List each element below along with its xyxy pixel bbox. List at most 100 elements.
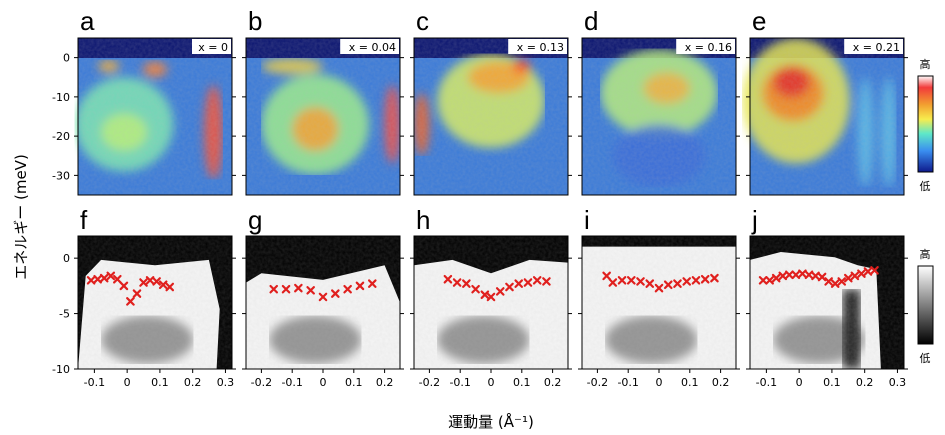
x-tick: 0.2 (712, 376, 730, 389)
marker-series-j (758, 266, 879, 288)
data-point (785, 270, 794, 280)
panel-c: c x = 0.13 (410, 6, 572, 196)
colorbar-bottom-low: 低 (920, 352, 931, 365)
y-tick-top: -20 (52, 130, 70, 143)
panel-e: e x = 0.21 (742, 6, 908, 196)
panel-a: a x = 0 0 -10 -20 -30 (52, 6, 236, 196)
data-point (306, 286, 315, 295)
data-point (863, 267, 873, 276)
data-point (119, 281, 129, 291)
data-point (654, 283, 664, 293)
data-point (126, 297, 135, 306)
panel-letter-e: e (752, 6, 766, 36)
data-point (452, 278, 462, 287)
data-point (532, 276, 542, 285)
panel-letter-d: d (584, 6, 598, 36)
y-axis-label: エネルギー (meV) (12, 154, 30, 280)
data-point (811, 271, 820, 281)
doping-label-c: x = 0.13 (517, 41, 564, 54)
marker-series-h (443, 274, 551, 302)
x-tick: -0.1 (449, 376, 470, 389)
panel-g: g -0.2 -0.1 0 0.1 0.2 (242, 205, 404, 389)
data-point (542, 277, 551, 286)
data-point (367, 279, 377, 288)
marker-series-f (86, 271, 175, 306)
colorbar-bottom: 高 低 (917, 247, 934, 365)
data-point (758, 276, 768, 285)
doping-label-b: x = 0.04 (349, 41, 396, 54)
data-point (804, 270, 814, 280)
data-point (830, 279, 840, 288)
x-tick: 0.1 (823, 376, 841, 389)
panel-letter-f: f (80, 205, 88, 235)
data-point (355, 281, 365, 291)
data-point (495, 287, 505, 296)
x-tick: 0.3 (889, 376, 907, 389)
data-point (870, 266, 879, 275)
colorbar-top: 高 低 (917, 57, 934, 193)
panel-letter-j: j (751, 205, 758, 235)
data-point (798, 269, 807, 278)
data-point (486, 292, 496, 302)
panel-j: j -0.1 0 0.1 0.2 0.3 (746, 205, 908, 389)
panel-letter-a: a (80, 6, 95, 36)
panel-letter-h: h (416, 205, 430, 235)
data-point (152, 277, 161, 286)
data-point (106, 271, 116, 281)
data-point (663, 280, 673, 290)
data-point (771, 273, 781, 283)
panel-letter-g: g (248, 205, 262, 235)
doping-label-e: x = 0.21 (853, 41, 900, 54)
data-point (443, 274, 453, 284)
y-tick-top: -30 (52, 169, 70, 182)
data-point (471, 284, 480, 294)
y-tick-bottom: 0 (63, 252, 70, 265)
data-point (857, 269, 866, 278)
data-point (673, 279, 682, 288)
x-tick: 0 (124, 376, 131, 389)
data-point (132, 289, 142, 298)
data-point (691, 276, 701, 285)
data-point (99, 273, 109, 283)
data-point (710, 273, 719, 283)
data-point (843, 273, 853, 283)
x-tick: -0.1 (281, 376, 302, 389)
panel-letter-b: b (248, 6, 262, 36)
data-point (158, 280, 168, 290)
data-point (850, 271, 860, 281)
data-point (514, 279, 524, 288)
x-tick: 0.1 (151, 376, 169, 389)
panel-b: b x = 0.04 (242, 6, 404, 196)
x-tick: 0 (656, 376, 663, 389)
x-tick: -0.1 (84, 376, 105, 389)
x-tick: 0 (488, 376, 495, 389)
marker-series-g (269, 279, 377, 302)
x-tick: 0 (796, 376, 803, 389)
marker-series-i (602, 271, 719, 293)
data-point (523, 278, 533, 287)
data-point (682, 277, 692, 286)
data-point (700, 274, 710, 284)
x-tick: -0.2 (251, 376, 272, 389)
panel-d: d x = 0.16 (578, 6, 740, 196)
y-tick-top: -10 (52, 91, 70, 104)
data-point (636, 277, 645, 286)
data-point (139, 278, 148, 287)
x-tick: 0.2 (184, 376, 202, 389)
data-point (791, 270, 801, 280)
panel-i: i -0.2 -0.1 0 0.1 0.2 (578, 205, 740, 389)
x-tick: 0.1 (681, 376, 699, 389)
colorbar-bottom-high: 高 (920, 247, 931, 261)
data-point (817, 272, 827, 282)
data-point (608, 278, 618, 287)
x-tick: -0.2 (419, 376, 440, 389)
x-tick: -0.1 (756, 376, 777, 389)
panel-f: f 0 -5 -10 -0.1 0 0.1 0.2 0.3 (52, 205, 236, 389)
data-point (837, 277, 847, 286)
data-point (824, 277, 833, 286)
doping-label-a: x = 0 (198, 41, 228, 54)
data-point (113, 274, 122, 284)
y-tick-bottom: -5 (59, 308, 70, 321)
colorbar-top-low: 低 (920, 180, 931, 193)
